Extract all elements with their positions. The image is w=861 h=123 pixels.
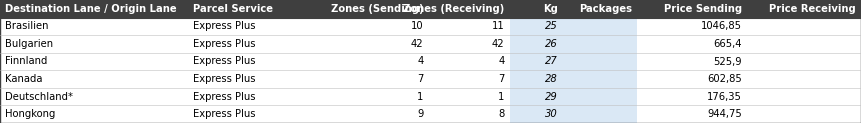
Text: 27: 27 (545, 56, 558, 67)
Bar (563, 53, 637, 70)
Bar (188, 35, 331, 53)
Bar (188, 53, 331, 70)
Text: 29: 29 (545, 92, 558, 102)
Text: Price Receiving: Price Receiving (769, 4, 856, 14)
Text: 7: 7 (418, 74, 424, 84)
Text: 9: 9 (418, 109, 424, 119)
Text: 4: 4 (418, 56, 424, 67)
Bar (637, 35, 747, 53)
Bar (747, 53, 861, 70)
Bar (0, 53, 188, 70)
Bar (0, 70, 188, 88)
Bar (563, 88, 637, 105)
Text: Express Plus: Express Plus (193, 21, 256, 31)
Bar (429, 88, 510, 105)
Text: Express Plus: Express Plus (193, 109, 256, 119)
Text: Finnland: Finnland (5, 56, 47, 67)
Bar (510, 18, 563, 35)
Text: 28: 28 (545, 74, 558, 84)
Bar (563, 35, 637, 53)
Text: Packages: Packages (579, 4, 632, 14)
Bar (188, 105, 331, 123)
Text: 42: 42 (411, 39, 424, 49)
Text: Express Plus: Express Plus (193, 74, 256, 84)
Bar (747, 35, 861, 53)
Text: Destination Lane / Origin Lane: Destination Lane / Origin Lane (5, 4, 177, 14)
Bar (429, 53, 510, 70)
Bar (429, 105, 510, 123)
Bar (637, 53, 747, 70)
Text: 525,9: 525,9 (714, 56, 742, 67)
Text: Hongkong: Hongkong (5, 109, 56, 119)
Text: Express Plus: Express Plus (193, 56, 256, 67)
Text: 11: 11 (492, 21, 505, 31)
Text: Zones (Sending): Zones (Sending) (331, 4, 424, 14)
Bar (563, 105, 637, 123)
Bar (563, 70, 637, 88)
Text: Express Plus: Express Plus (193, 92, 256, 102)
Text: 30: 30 (545, 109, 558, 119)
Bar (0, 18, 188, 35)
Bar (747, 70, 861, 88)
Text: Bulgarien: Bulgarien (5, 39, 53, 49)
Text: 42: 42 (492, 39, 505, 49)
Bar (0, 105, 188, 123)
Text: Parcel Service: Parcel Service (193, 4, 273, 14)
Bar (188, 70, 331, 88)
Bar (0, 88, 188, 105)
Bar (331, 70, 429, 88)
Text: 7: 7 (499, 74, 505, 84)
Bar (637, 88, 747, 105)
Text: Price Sending: Price Sending (664, 4, 742, 14)
Bar (0, 35, 188, 53)
Bar (429, 70, 510, 88)
Bar (331, 18, 429, 35)
Bar (331, 88, 429, 105)
Bar (429, 18, 510, 35)
Bar (331, 105, 429, 123)
Text: 665,4: 665,4 (714, 39, 742, 49)
Bar (747, 18, 861, 35)
Text: 602,85: 602,85 (708, 74, 742, 84)
Bar (429, 35, 510, 53)
Bar (0, 0, 861, 18)
Bar (510, 88, 563, 105)
Bar (510, 35, 563, 53)
Bar (637, 105, 747, 123)
Text: 10: 10 (411, 21, 424, 31)
Bar (188, 18, 331, 35)
Text: Brasilien: Brasilien (5, 21, 49, 31)
Bar (747, 105, 861, 123)
Text: Zones (Receiving): Zones (Receiving) (403, 4, 505, 14)
Bar (510, 105, 563, 123)
Text: Kanada: Kanada (5, 74, 43, 84)
Text: Deutschland*: Deutschland* (5, 92, 73, 102)
Text: 1: 1 (418, 92, 424, 102)
Text: 1: 1 (499, 92, 505, 102)
Bar (331, 53, 429, 70)
Bar (331, 35, 429, 53)
Bar (510, 53, 563, 70)
Text: 25: 25 (545, 21, 558, 31)
Text: 944,75: 944,75 (708, 109, 742, 119)
Bar (747, 88, 861, 105)
Text: 176,35: 176,35 (707, 92, 742, 102)
Text: Express Plus: Express Plus (193, 39, 256, 49)
Bar (188, 88, 331, 105)
Bar (637, 70, 747, 88)
Text: 8: 8 (499, 109, 505, 119)
Text: 1046,85: 1046,85 (701, 21, 742, 31)
Text: 26: 26 (545, 39, 558, 49)
Text: Kg: Kg (543, 4, 558, 14)
Bar (637, 18, 747, 35)
Text: 4: 4 (499, 56, 505, 67)
Bar (510, 70, 563, 88)
Bar (563, 18, 637, 35)
